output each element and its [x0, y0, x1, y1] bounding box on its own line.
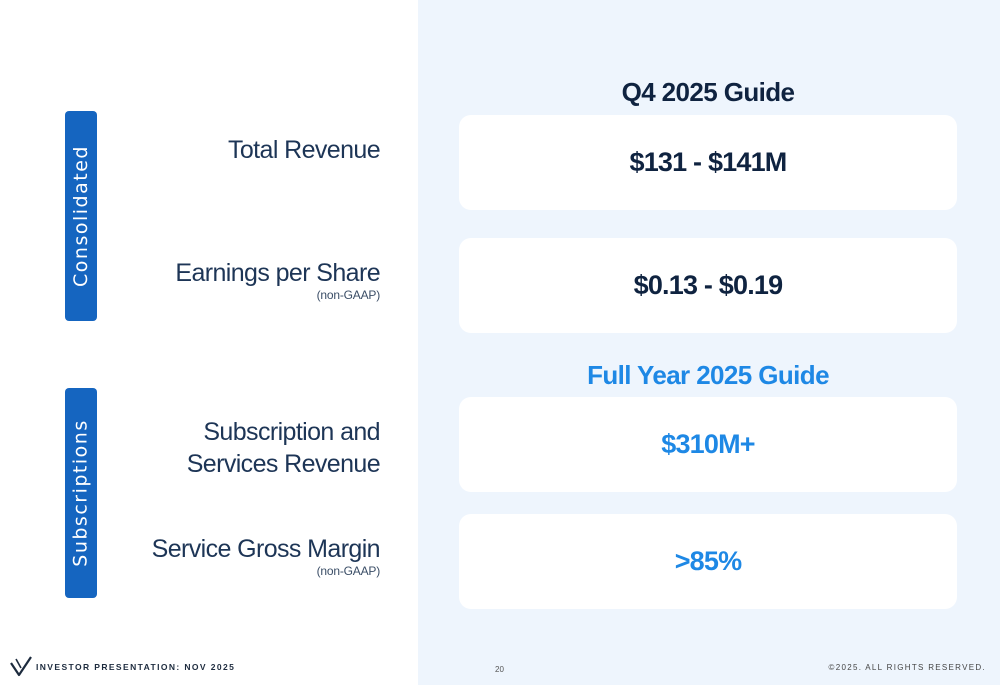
metric-name: Earnings per Share — [175, 259, 380, 287]
metric-qualifier: (non-GAAP) — [316, 564, 381, 578]
section-tab-subscriptions: Subscriptions — [65, 388, 97, 598]
section-tab-consolidated: Consolidated — [65, 111, 97, 321]
company-logo-icon — [10, 656, 32, 677]
full-year-guide-title: Full Year 2025 Guide — [587, 360, 829, 390]
subscription-revenue-guide-value: $310M+ — [661, 429, 755, 459]
metric-eps: Earnings per Share (non-GAAP) — [175, 257, 380, 302]
metric-name: Total Revenue — [227, 136, 381, 164]
total-revenue-guide-value: $131 - $141M — [629, 147, 787, 177]
eps-guide-card: $0.13 - $0.19 — [459, 238, 957, 333]
metric-name: Service Gross Margin — [151, 535, 381, 563]
section-label-consolidated: Consolidated — [70, 145, 93, 287]
metric-service-gross-margin: Service Gross Margin (non-GAAP) — [151, 533, 381, 578]
service-margin-guide-value: >85% — [674, 546, 742, 576]
subscription-revenue-guide-card: $310M+ — [459, 397, 957, 492]
metric-subscription-revenue: Subscription and Services Revenue — [186, 416, 381, 480]
metric-total-revenue: Total Revenue — [227, 134, 381, 166]
metric-qualifier: (non-GAAP) — [316, 288, 381, 302]
q4-guide-title: Q4 2025 Guide — [621, 77, 795, 107]
page-number: 20 — [495, 665, 504, 674]
section-label-subscriptions: Subscriptions — [70, 419, 93, 567]
presentation-label: INVESTOR PRESENTATION: NOV 2025 — [36, 662, 236, 672]
total-revenue-guide-card: $131 - $141M — [459, 115, 957, 210]
metric-name-line-2: Services Revenue — [186, 450, 381, 478]
service-margin-guide-card: >85% — [459, 514, 957, 609]
eps-guide-value: $0.13 - $0.19 — [633, 270, 784, 300]
copyright-notice: ©2025. ALL RIGHTS RESERVED. — [828, 663, 986, 672]
metric-name-line-1: Subscription and — [203, 418, 380, 446]
